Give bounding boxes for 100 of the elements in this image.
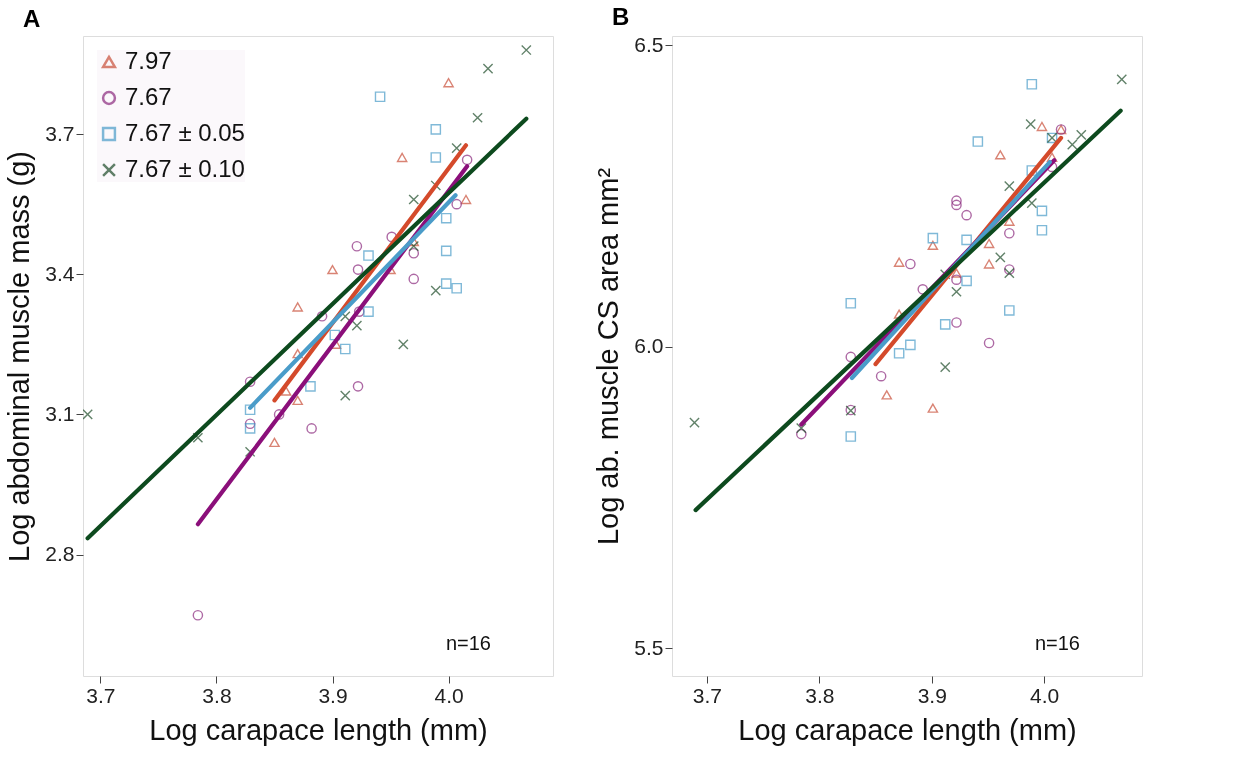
point — [1004, 305, 1015, 316]
y-axis-title: Log abdominal muscle mass (g) — [3, 150, 36, 563]
point — [961, 234, 972, 246]
x-axis-title: Log carapace length (mm) — [149, 713, 488, 746]
point — [951, 286, 962, 298]
x-tick-label: 3.9 — [318, 683, 348, 707]
point — [269, 437, 280, 448]
point — [845, 431, 857, 442]
point — [244, 423, 256, 434]
point — [460, 194, 472, 205]
point — [292, 302, 303, 312]
point — [927, 232, 939, 244]
point — [995, 150, 1006, 160]
point — [430, 285, 442, 296]
chart-title: B — [612, 3, 630, 31]
legend-label: 7.97 — [125, 47, 172, 74]
x-axis-title: Log carapace length (mm) — [738, 713, 1077, 746]
point — [316, 310, 328, 322]
point — [363, 306, 374, 317]
point — [995, 252, 1006, 263]
point — [961, 275, 972, 287]
point — [845, 297, 857, 309]
point — [461, 154, 473, 166]
point — [1004, 227, 1015, 239]
legend-label: 7.67 — [125, 83, 172, 110]
point — [408, 273, 420, 285]
point — [329, 329, 341, 341]
point — [440, 212, 452, 224]
point — [192, 432, 204, 444]
point — [482, 63, 494, 75]
y-tick-label: 3.4 — [45, 261, 75, 285]
point — [939, 361, 951, 373]
point — [1066, 139, 1078, 150]
point — [339, 343, 351, 355]
point — [408, 247, 420, 259]
point — [430, 124, 442, 135]
point — [292, 395, 303, 406]
chart-title: A — [23, 5, 41, 32]
point — [306, 423, 317, 434]
point — [472, 112, 483, 124]
point — [972, 136, 984, 147]
point — [451, 282, 462, 294]
point — [327, 264, 338, 275]
point — [1026, 165, 1038, 176]
y-tick-label: 6.0 — [634, 334, 664, 358]
point — [363, 250, 374, 261]
legend-label: 7.67 ± 0.10 — [125, 155, 245, 182]
point — [1025, 118, 1036, 130]
point — [1004, 180, 1015, 192]
point — [951, 199, 962, 211]
point — [983, 337, 995, 349]
point — [280, 386, 292, 396]
annotation: n=16 — [445, 632, 491, 654]
y-tick-label: 2.8 — [45, 542, 75, 566]
point — [1004, 216, 1015, 226]
point — [374, 91, 386, 103]
x-tick-label: 3.7 — [692, 683, 722, 707]
point — [951, 195, 962, 206]
point — [845, 351, 857, 363]
point — [408, 240, 420, 252]
point — [961, 209, 972, 221]
point — [796, 428, 807, 440]
point — [951, 268, 962, 278]
point — [893, 347, 905, 359]
point — [339, 310, 351, 322]
point — [451, 142, 462, 154]
point — [244, 404, 256, 416]
point — [352, 381, 364, 392]
point — [351, 320, 363, 331]
point — [244, 418, 256, 430]
point — [521, 44, 532, 56]
point — [875, 370, 887, 382]
point — [905, 258, 916, 270]
point — [917, 284, 929, 295]
point — [1026, 197, 1038, 209]
point — [951, 317, 962, 328]
point — [305, 381, 316, 392]
point — [893, 257, 905, 267]
y-tick-label: 5.5 — [634, 635, 664, 659]
point — [440, 245, 452, 257]
point — [440, 278, 452, 289]
point — [408, 194, 420, 205]
point — [927, 240, 939, 250]
y-tick-label: 3.1 — [45, 401, 75, 425]
point — [796, 422, 807, 434]
point — [983, 238, 995, 249]
point — [689, 417, 700, 428]
point — [939, 319, 951, 330]
point — [83, 409, 93, 420]
x-tick-label: 4.0 — [434, 683, 464, 707]
annotation: n=16 — [1034, 632, 1080, 654]
point — [1116, 74, 1128, 85]
legend-label: 7.67 ± 0.05 — [125, 119, 245, 146]
point — [351, 240, 363, 252]
x-tick-label: 3.8 — [805, 683, 835, 707]
point — [881, 390, 893, 400]
point — [1036, 121, 1048, 132]
point — [1036, 205, 1048, 217]
point — [1004, 267, 1015, 279]
x-tick-label: 3.8 — [202, 683, 232, 707]
